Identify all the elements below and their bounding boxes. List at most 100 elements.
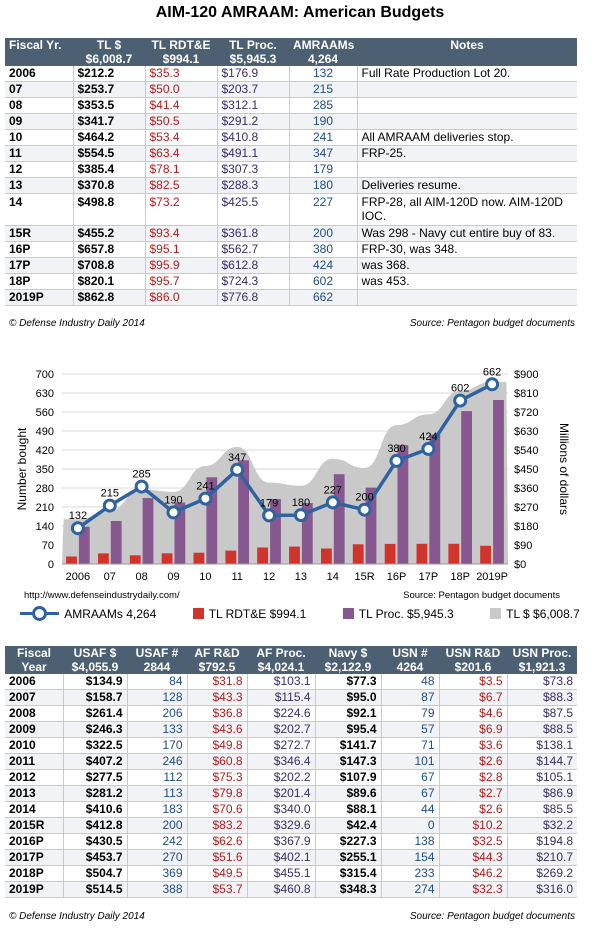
cell-proc: $176.9 [217,66,290,82]
amraams-point [421,441,436,456]
table-cell: 242 [127,833,188,850]
procurement-bar [461,411,472,564]
x-tick-label: 2019P [476,571,508,583]
cell-amraams: 215 [289,81,358,98]
column-total: Year [5,660,63,674]
cell-proc: $612.8 [217,257,290,274]
table-cell: 113 [127,785,188,802]
rdte-bar [257,547,268,564]
x-tick-label: 12 [263,571,275,583]
table-cell: $70.6 [187,801,248,818]
cell-tl: $341.7 [73,113,146,130]
y-tick-left: 210 [36,502,54,514]
cell-rdte: $95.9 [145,257,218,274]
cell-rdte: $63.4 [145,145,218,162]
y-tick-left: 490 [36,426,54,438]
column-total: $4,055.9 [63,660,127,674]
table-cell: $453.7 [63,849,128,866]
cell-proc: $425.5 [217,193,290,226]
cell-rdte: $41.4 [145,97,218,114]
table-cell: $315.4 [315,865,382,882]
cell-rdte: $35.3 [145,66,218,82]
table2-header-total-row: Year $4,055.9 2844 $792.5 $4,024.1 $2,122.9 42… [5,660,577,674]
table-cell: $107.9 [315,769,382,786]
y-tick-left: 420 [36,445,54,457]
procurement-bar [110,521,122,564]
x-tick-label: 10 [199,571,211,583]
chart-source: Source: Pentagon budget documents [403,590,560,601]
table-cell: $367.9 [247,833,316,850]
table-cell: $514.5 [63,881,128,898]
table-cell: 2018P [5,865,64,882]
legend-label: TL Proc. $5,945.3 [358,606,454,621]
cell-proc: $562.7 [217,241,290,258]
cell-amraams: 190 [289,113,358,130]
table-row: 2007 $158.7 128 $43.3 $115.4 $95.0 87 $6.7 $88.3 [5,689,577,706]
legend-item: TL RDT&E $994.1 [192,607,306,621]
table-cell: 274 [381,881,440,898]
data-label: 662 [483,366,501,378]
table-cell: 200 [127,817,188,834]
table-cell: $79.8 [187,785,248,802]
legend-swatch [490,608,502,619]
column-header: AF Proc. [247,646,315,660]
table-cell: $322.5 [63,737,128,754]
cell-tl: $708.8 [73,257,146,274]
column-total: $201.6 [439,660,507,674]
table-row: 2017P $453.7 270 $51.6 $402.1 $255.1 154 $44.3 $… [5,849,577,866]
cell-year: 07 [5,81,74,98]
table-row: 2019P $514.5 388 $53.7 $460.8 $348.3 274 $32.3 $… [5,881,577,898]
rdte-bar [66,556,77,564]
table-cell: $2.7 [439,785,508,802]
source-label: Source: Pentagon budget documents [409,911,575,922]
table-cell: 67 [381,785,440,802]
table-cell: $194.8 [507,833,577,850]
y-tick-left: 70 [42,540,54,552]
table-cell: $2.8 [439,769,508,786]
cell-rdte: $95.7 [145,273,218,290]
y-tick-left: 630 [36,388,54,400]
y-tick-right: $360 [514,483,538,495]
table-cell: 2014 [5,801,64,818]
cell-year: 10 [5,129,74,146]
cell-amraams: 285 [289,97,358,114]
cell-notes: Was 298 - Navy cut entire buy of 83. [357,225,577,242]
cell-amraams: 662 [289,289,358,306]
cell-tl: $820.1 [73,273,146,290]
cell-tl: $657.8 [73,241,146,258]
y-axis-right-label: Millions of dollars [557,423,571,515]
cell-proc: $307.3 [217,161,290,178]
table-row: 08 $353.5 $41.4 $312.1 285 [5,97,577,114]
cell-amraams: 424 [289,257,358,274]
procurement-bar [333,474,345,564]
data-label: 602 [451,383,469,395]
table-row: 2018P $504.7 369 $49.5 $455.1 $315.4 233 $46.2 $… [5,865,577,882]
cell-notes: FRP-25. [357,145,577,162]
amraams-point [453,393,468,408]
cell-amraams: 132 [289,66,358,82]
y-tick-left: 280 [36,483,54,495]
procurement-bar [142,498,154,564]
column-header: TL RDT&E [145,38,217,52]
column-total [357,52,577,66]
table-cell: 2010 [5,737,64,754]
table-cell: $455.1 [247,865,316,882]
table-row: 15R $455.2 $93.4 $361.8 200 Was 298 - Navy cu… [5,225,577,242]
x-tick-label: 14 [327,571,339,583]
table-row: 2014 $410.6 183 $70.6 $340.0 $88.1 44 $2.6 $85.5 [5,801,577,818]
cell-rdte: $82.5 [145,177,218,194]
data-label: 215 [101,488,119,500]
table-cell: 101 [381,753,440,770]
table-cell: $92.1 [315,705,382,722]
y-tick-left: 140 [36,521,54,533]
column-header: Fiscal [5,646,63,660]
table-cell: $32.5 [439,833,508,850]
cell-rdte: $86.0 [145,289,218,306]
table-cell: $53.7 [187,881,248,898]
table1-header-total-row: $6,008.7 $994.1 $5,945.3 4,264 [5,52,577,66]
table-row: 16P $657.8 $95.1 $562.7 380 FRP-30, was 348. [5,241,577,258]
cell-rdte: $93.4 [145,225,218,242]
table-cell: $255.1 [315,849,382,866]
y-tick-right: $810 [514,388,538,400]
x-tick-label: 16P [387,571,407,583]
